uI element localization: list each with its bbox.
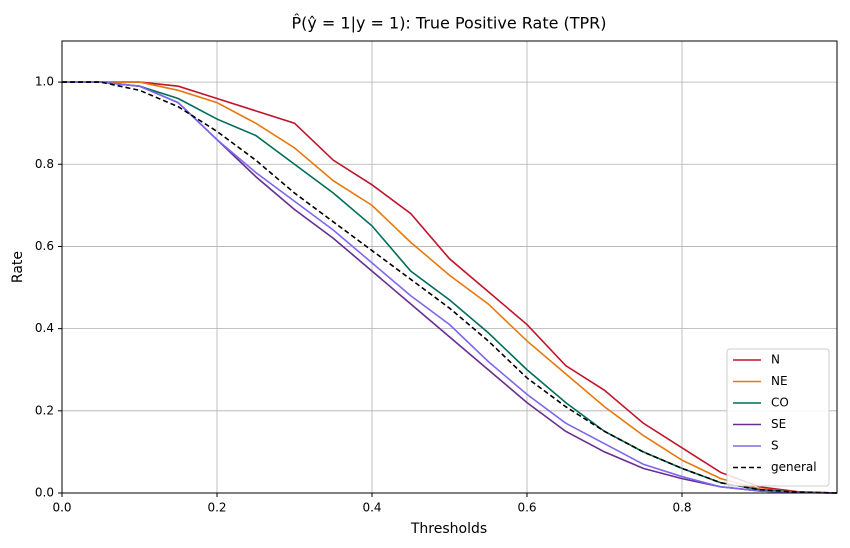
legend-label: N	[771, 353, 780, 367]
series-line	[62, 81, 838, 494]
y-tick-label: 0.4	[35, 321, 54, 335]
plot-frame	[61, 40, 838, 494]
y-tick-label: 0.8	[35, 157, 54, 171]
series-line	[62, 81, 838, 494]
y-tick-label: 1.0	[35, 75, 54, 89]
legend-label: SE	[771, 417, 786, 431]
x-tick-label: 0.4	[362, 501, 381, 515]
series-line	[62, 81, 838, 494]
series-line	[62, 81, 838, 494]
y-tick-label: 0.6	[35, 239, 54, 253]
legend-label: CO	[771, 396, 789, 410]
legend-label: general	[771, 460, 817, 474]
y-axis-label: Rate	[10, 251, 26, 283]
x-tick-label: 0.0	[52, 501, 71, 515]
y-tick-label: 0.2	[35, 403, 54, 417]
y-tick-label: 0.0	[35, 486, 54, 500]
x-tick-label: 0.6	[517, 501, 536, 515]
legend-box	[726, 348, 830, 487]
legend-label: S	[771, 439, 779, 453]
x-tick-label: 0.8	[672, 501, 691, 515]
legend-label: NE	[771, 374, 788, 388]
chart-title: P̂(ŷ = 1|y = 1): True Positive Rate (TPR…	[291, 14, 606, 33]
x-tick-label: 0.2	[207, 501, 226, 515]
x-axis-label: Thresholds	[410, 521, 487, 537]
